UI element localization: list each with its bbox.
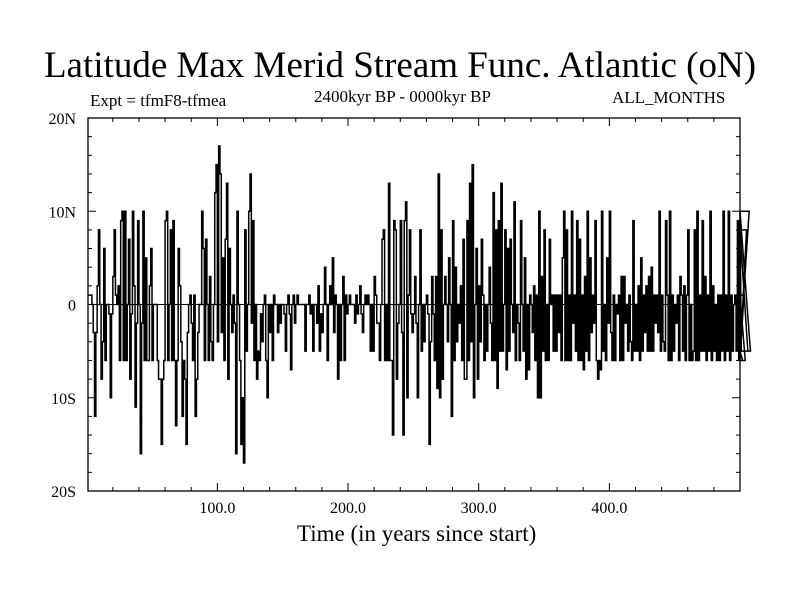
period-label: 2400kyr BP - 0000kyr BP — [314, 87, 491, 106]
y-tick-label: 20S — [51, 484, 76, 501]
y-tick-label: 10S — [51, 391, 76, 408]
months-label: ALL_MONTHS — [612, 88, 726, 107]
chart-title: Latitude Max Merid Stream Func. Atlantic… — [43, 45, 757, 86]
series-line — [88, 145, 752, 464]
y-tick-label: 10N — [48, 204, 76, 221]
experiment-label: Expt = tfmF8-tfmea — [90, 91, 227, 110]
x-tick-label: 100.0 — [199, 500, 235, 517]
y-tick-label: 0 — [68, 298, 76, 315]
tick-labels: 100.0 200.0 300.0 400.0 20N 10N 0 10S 20S — [48, 111, 627, 517]
x-tick-label: 300.0 — [461, 500, 497, 517]
plot-frame — [87, 117, 741, 492]
x-tick-label: 400.0 — [591, 500, 627, 517]
y-tick-label: 20N — [48, 111, 76, 128]
x-axis-label: Time (in years since start) — [297, 521, 537, 546]
x-tick-label: 200.0 — [330, 500, 366, 517]
